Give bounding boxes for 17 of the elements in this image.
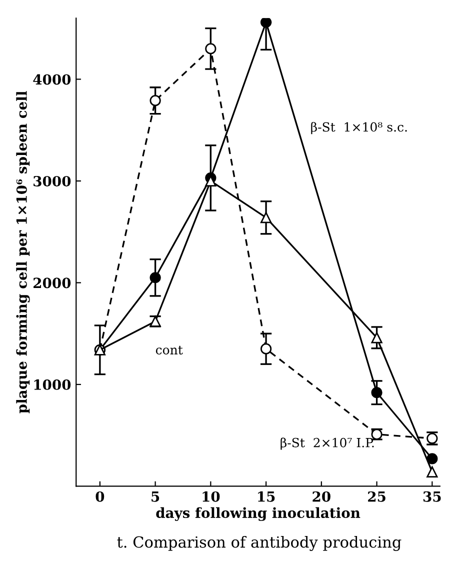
y-axis-title: plaque forming cell per 1×10⁶ spleen cell [16, 91, 30, 414]
x-tick-label: 20 [312, 491, 330, 502]
x-axis-title: days following inoculation [156, 507, 360, 521]
y-tick-label: 2000 [34, 278, 71, 288]
x-tick-label: 25 [368, 491, 386, 502]
x-tick-label: 15 [258, 491, 275, 502]
series-label: cont [156, 346, 183, 354]
series-label: β-St 1×10⁸ s.c. [311, 122, 407, 134]
series-label: β-St 2×10⁷ I.P. [280, 438, 374, 450]
x-tick-label: 5 [152, 491, 160, 502]
x-tick-label: 10 [202, 491, 220, 502]
x-tick-label: 0 [96, 491, 104, 502]
y-tick-label: 1000 [34, 379, 71, 390]
x-tick-label: 35 [423, 491, 441, 502]
y-tick-label: 3000 [34, 176, 71, 186]
y-tick-label: 4000 [33, 74, 71, 85]
text: t. Comparison of antibody producing [117, 536, 402, 551]
